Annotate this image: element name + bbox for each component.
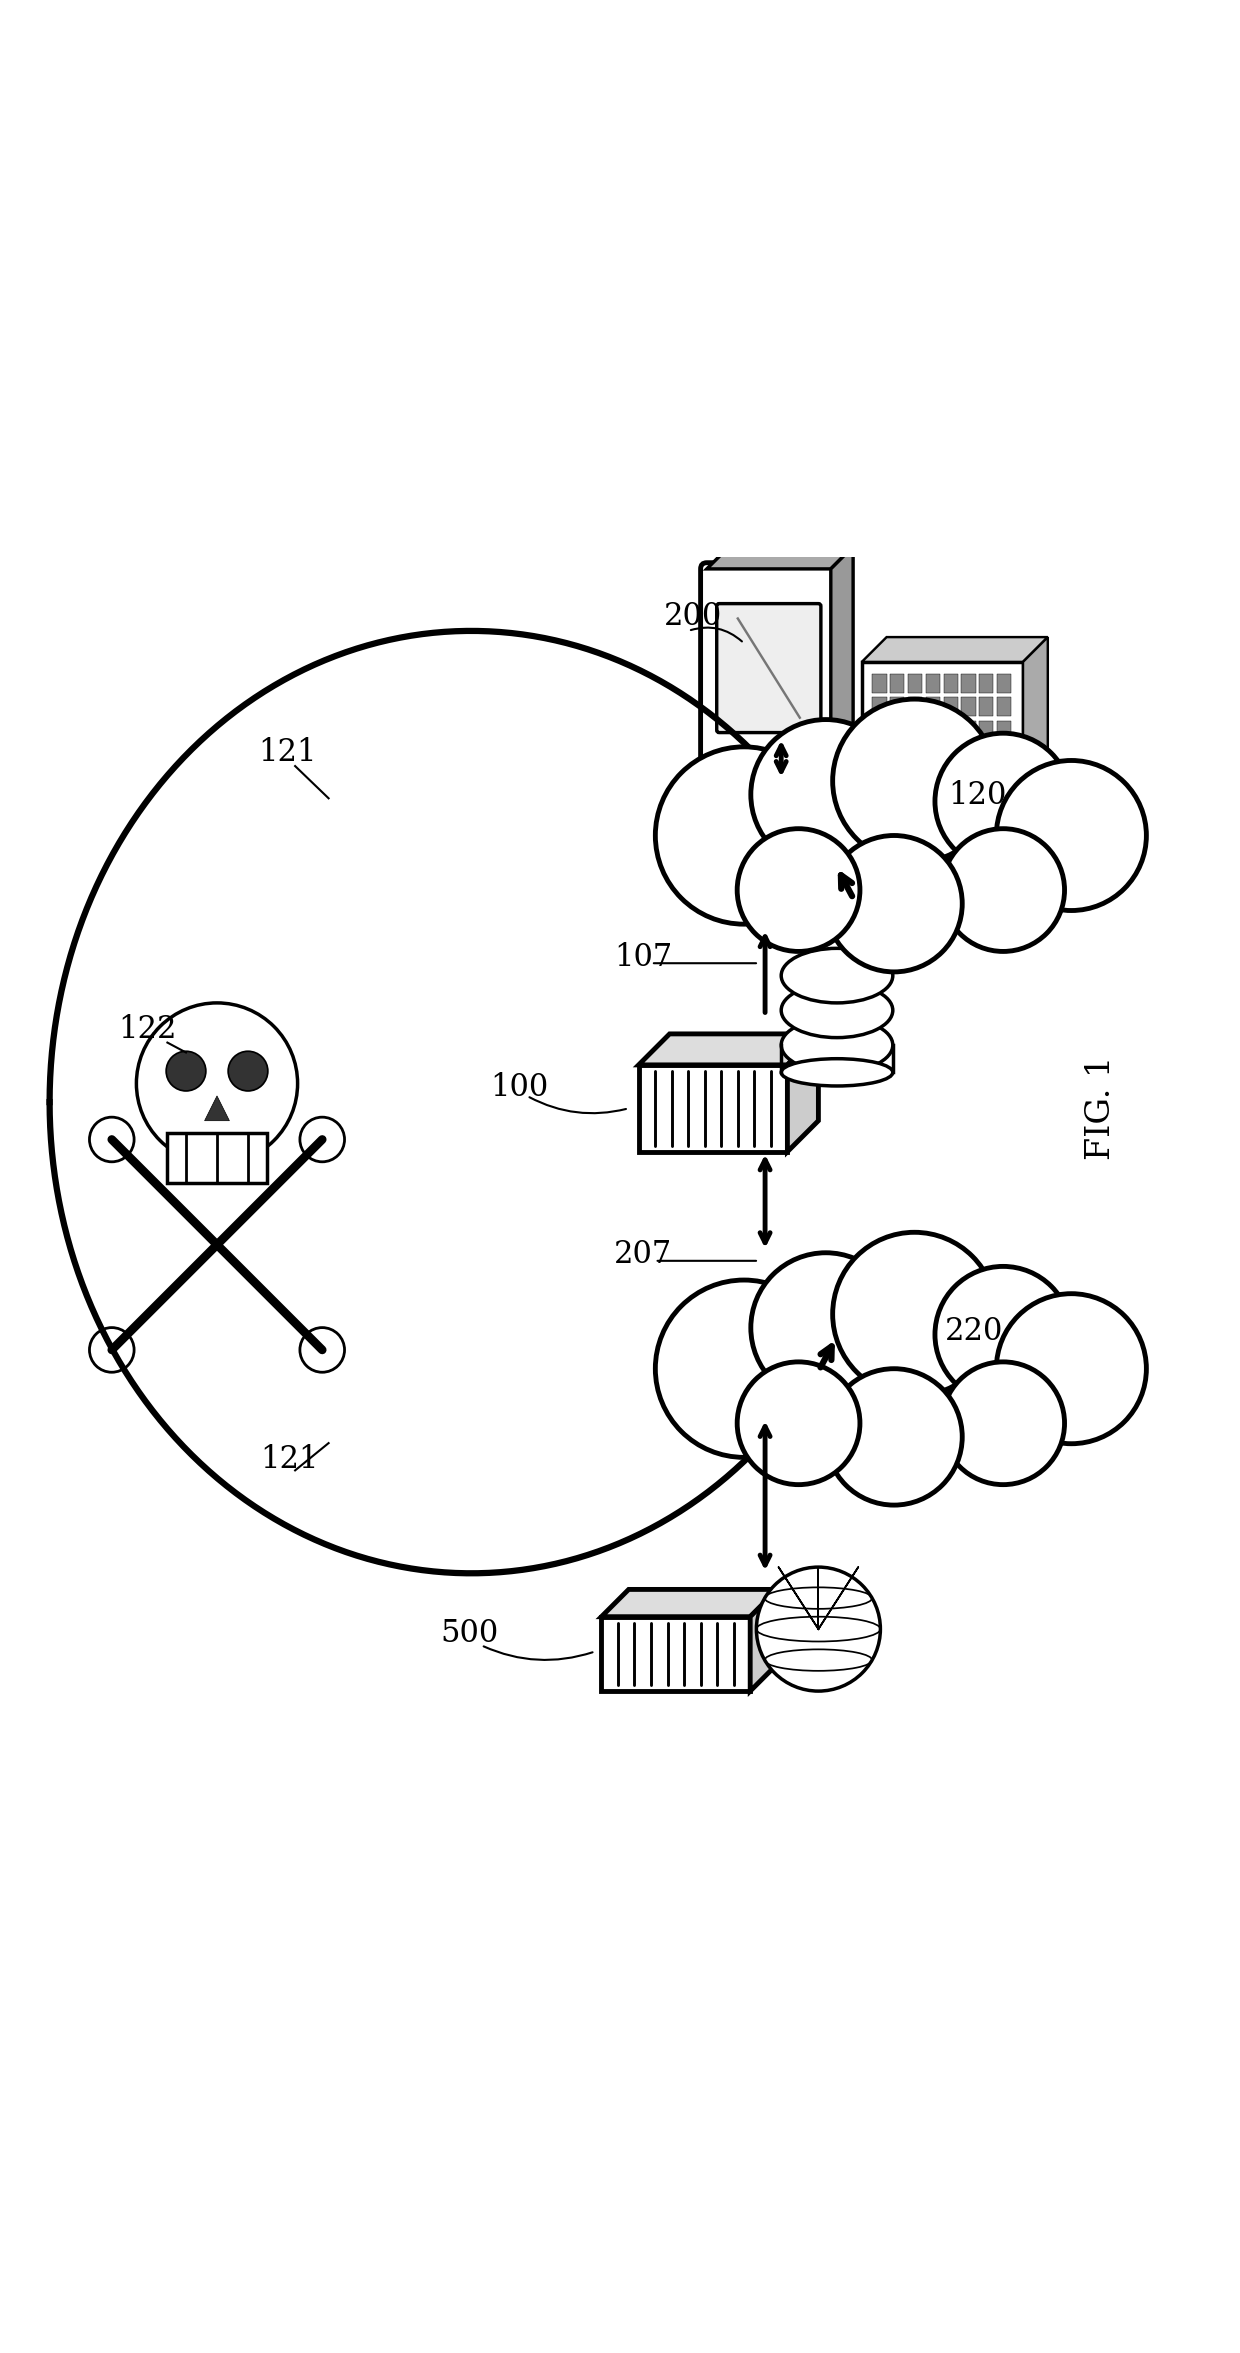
Polygon shape <box>944 744 957 762</box>
Polygon shape <box>639 1066 787 1151</box>
Polygon shape <box>167 1134 267 1184</box>
Polygon shape <box>961 720 976 739</box>
Ellipse shape <box>781 984 893 1038</box>
Polygon shape <box>890 675 904 692</box>
Circle shape <box>935 1266 1071 1402</box>
Circle shape <box>166 1052 206 1092</box>
Circle shape <box>655 1280 833 1457</box>
Polygon shape <box>908 675 923 692</box>
Circle shape <box>300 1327 345 1372</box>
Circle shape <box>942 1362 1064 1485</box>
Circle shape <box>300 1118 345 1162</box>
Polygon shape <box>980 744 993 762</box>
Polygon shape <box>872 720 887 739</box>
Text: 100: 100 <box>490 1073 548 1104</box>
Polygon shape <box>787 1033 818 1151</box>
Circle shape <box>737 1362 861 1485</box>
Circle shape <box>832 1233 997 1395</box>
Polygon shape <box>980 675 993 692</box>
Circle shape <box>136 1002 298 1165</box>
Polygon shape <box>961 696 976 715</box>
Text: 121: 121 <box>258 736 316 767</box>
Text: FIG. 1: FIG. 1 <box>1085 1056 1117 1160</box>
Polygon shape <box>205 1096 229 1120</box>
Circle shape <box>655 746 833 925</box>
Polygon shape <box>926 696 940 715</box>
Polygon shape <box>961 744 976 762</box>
Circle shape <box>737 828 861 951</box>
Polygon shape <box>750 1588 777 1692</box>
Polygon shape <box>908 696 923 715</box>
Polygon shape <box>980 696 993 715</box>
Circle shape <box>826 1369 962 1506</box>
Polygon shape <box>872 675 887 692</box>
Polygon shape <box>1023 638 1048 774</box>
Polygon shape <box>997 744 1012 762</box>
Polygon shape <box>601 1617 750 1692</box>
Ellipse shape <box>781 948 893 1002</box>
Circle shape <box>89 1327 134 1372</box>
Polygon shape <box>872 744 887 762</box>
Polygon shape <box>831 546 853 767</box>
Circle shape <box>756 1567 880 1692</box>
Text: 121: 121 <box>260 1445 319 1475</box>
Text: 200: 200 <box>663 600 722 631</box>
Circle shape <box>935 734 1071 871</box>
Polygon shape <box>926 720 940 739</box>
Polygon shape <box>890 744 904 762</box>
Text: 120: 120 <box>949 781 1007 812</box>
Polygon shape <box>944 696 957 715</box>
Polygon shape <box>890 696 904 715</box>
Circle shape <box>996 760 1147 911</box>
Polygon shape <box>639 1033 818 1066</box>
Polygon shape <box>601 1588 777 1617</box>
Circle shape <box>996 1294 1147 1445</box>
Ellipse shape <box>781 1019 893 1073</box>
Polygon shape <box>944 720 957 739</box>
Circle shape <box>826 835 962 972</box>
Polygon shape <box>872 696 887 715</box>
Polygon shape <box>862 638 1048 661</box>
Polygon shape <box>997 720 1012 739</box>
Polygon shape <box>862 661 1023 774</box>
Ellipse shape <box>781 1059 893 1087</box>
Text: 220: 220 <box>945 1315 1003 1348</box>
Circle shape <box>832 699 997 864</box>
Polygon shape <box>908 720 923 739</box>
Polygon shape <box>707 546 853 569</box>
Polygon shape <box>961 675 976 692</box>
Text: 107: 107 <box>614 941 672 972</box>
Text: 207: 207 <box>614 1240 672 1271</box>
Text: 122: 122 <box>118 1014 176 1045</box>
Circle shape <box>89 1118 134 1162</box>
FancyBboxPatch shape <box>701 562 837 774</box>
Circle shape <box>942 828 1064 951</box>
Polygon shape <box>980 720 993 739</box>
Polygon shape <box>926 744 940 762</box>
FancyBboxPatch shape <box>717 605 821 732</box>
Polygon shape <box>997 696 1012 715</box>
Polygon shape <box>944 675 957 692</box>
Circle shape <box>750 1252 900 1402</box>
Polygon shape <box>908 744 923 762</box>
Polygon shape <box>997 675 1012 692</box>
Circle shape <box>750 720 900 871</box>
Polygon shape <box>926 675 940 692</box>
Polygon shape <box>890 720 904 739</box>
Text: 500: 500 <box>440 1617 498 1649</box>
Circle shape <box>228 1052 268 1092</box>
